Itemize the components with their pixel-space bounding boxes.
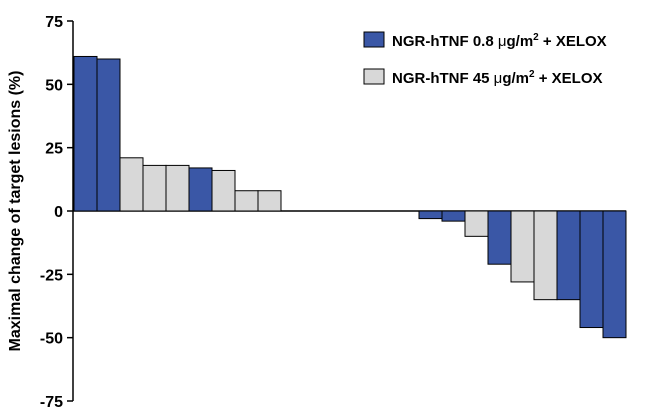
bar-low	[96, 58, 121, 212]
y-axis: 75 50 25 0 -25 -50 -75	[40, 14, 74, 410]
y-tick-label: 50	[45, 77, 63, 94]
y-tick-label: -50	[40, 331, 63, 348]
bar-low	[487, 210, 512, 265]
legend-label-low: NGR-hTNF 0.8 μg/m2 + XELOX	[392, 32, 607, 50]
bar-low	[441, 210, 466, 222]
y-ticks: 75 50 25 0 -25 -50 -75	[40, 14, 73, 410]
legend-swatch-low	[363, 31, 385, 48]
bar-low	[418, 210, 443, 220]
legend: NGR-hTNF 0.8 μg/m2 + XELOX NGR-hTNF 45 μg…	[363, 31, 607, 87]
bar-high	[211, 169, 236, 212]
legend-label-high: NGR-hTNF 45 μg/m2 + XELOX	[392, 69, 603, 87]
bar-high	[464, 210, 489, 237]
bar-low	[602, 210, 627, 339]
y-axis-title: Maximal change of target lesions (%)	[7, 71, 24, 352]
bar-low	[73, 55, 98, 212]
y-tick-label: -75	[40, 394, 63, 410]
bar-high	[510, 210, 535, 283]
bar-high	[257, 190, 282, 212]
y-tick-label: 0	[54, 204, 63, 221]
bar-high	[533, 210, 558, 301]
bar-high	[165, 164, 190, 212]
bar-low	[579, 210, 604, 329]
bar-high	[119, 157, 144, 212]
bar-high	[142, 164, 167, 212]
y-tick-label: -25	[40, 267, 63, 284]
legend-swatch-high	[363, 68, 385, 85]
bar-low	[556, 210, 581, 301]
bar-low	[188, 167, 213, 212]
y-tick-label: 25	[45, 141, 63, 158]
y-tick-label: 75	[45, 14, 63, 31]
bars	[73, 55, 627, 339]
bar-high	[234, 190, 259, 212]
